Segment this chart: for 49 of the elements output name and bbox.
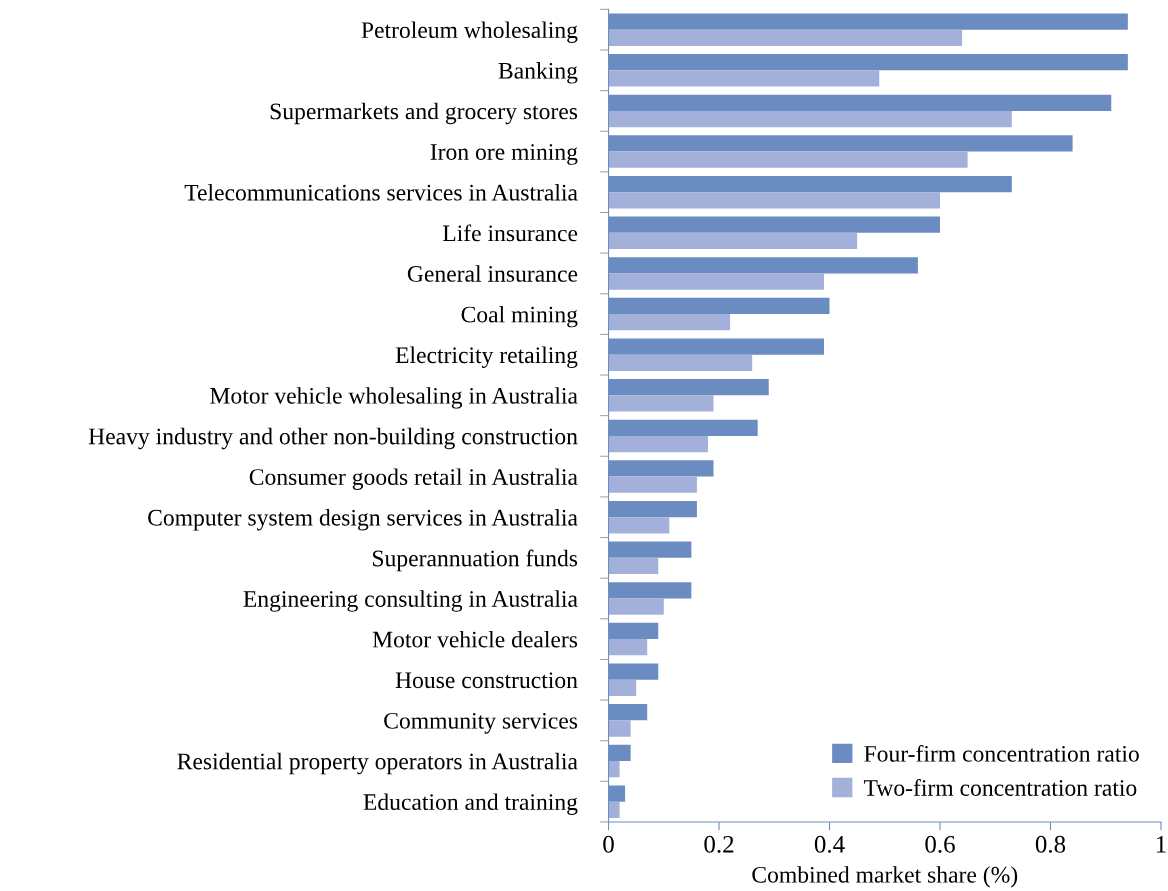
- y-tick-label: Consumer goods retail in Australia: [249, 468, 578, 490]
- legend-label: Four-firm concentration ratio: [864, 744, 1139, 762]
- bar: [608, 679, 637, 696]
- bar: [608, 29, 963, 46]
- y-tick-label: Community services: [384, 712, 578, 734]
- bar: [608, 517, 670, 534]
- y-tick-label: Education and training: [363, 793, 578, 815]
- y-tick-label: Motor vehicle wholesaling in Australia: [210, 387, 578, 409]
- bar: [608, 720, 631, 737]
- y-tick-label: Coal mining: [461, 305, 578, 328]
- x-axis-title: Combined market share (%): [752, 866, 1018, 888]
- bar: [608, 314, 731, 331]
- bar: [608, 354, 753, 371]
- legend-label: Two-firm concentration ratio: [863, 779, 1137, 796]
- y-tick-label: General insurance: [407, 265, 578, 282]
- y-tick-label: Residential property operators in Australia: [177, 752, 578, 775]
- bar: [608, 110, 1012, 128]
- bar: [608, 598, 664, 615]
- y-tick-label: Telecommunications services in Australia: [184, 184, 578, 201]
- x-tick-label: 0.2: [704, 835, 734, 853]
- bar: [608, 639, 648, 656]
- y-tick-label: Computer system design services in Australia: [148, 509, 578, 531]
- bar: [608, 70, 880, 87]
- y-tick-label: Banking: [498, 62, 578, 84]
- y-tick-label: Heavy industry and other non-building construction: [88, 427, 578, 450]
- x-tick-label: 0.4: [814, 835, 845, 853]
- bar: [608, 557, 659, 575]
- bar: [608, 232, 858, 250]
- y-tick-label: Supermarkets and grocery stores: [270, 102, 578, 125]
- x-tick-label: 0: [603, 835, 614, 853]
- y-tick-label: Electricity retailing: [395, 346, 578, 368]
- x-tick-label: 1: [1156, 835, 1166, 853]
- y-tick-label: Motor vehicle dealers: [372, 630, 578, 648]
- bar: [608, 761, 620, 778]
- bar: [608, 395, 714, 412]
- bar: [608, 192, 941, 209]
- bar: [608, 273, 824, 290]
- x-tick-label: 0.8: [1035, 835, 1066, 853]
- bar: [608, 476, 697, 493]
- y-tick-label: Life insurance: [442, 224, 578, 242]
- bar: [608, 435, 708, 453]
- y-tick-label: House construction: [395, 672, 578, 689]
- y-tick-label: Engineering consulting in Australia: [243, 590, 578, 612]
- y-tick-label: Superannuation funds: [372, 549, 578, 572]
- y-tick-label: Iron ore mining: [430, 144, 578, 165]
- y-tick-label: Petroleum wholesaling: [361, 21, 578, 43]
- x-tick-label: 0.6: [925, 835, 955, 853]
- bar: [608, 151, 968, 168]
- bar: [608, 801, 620, 818]
